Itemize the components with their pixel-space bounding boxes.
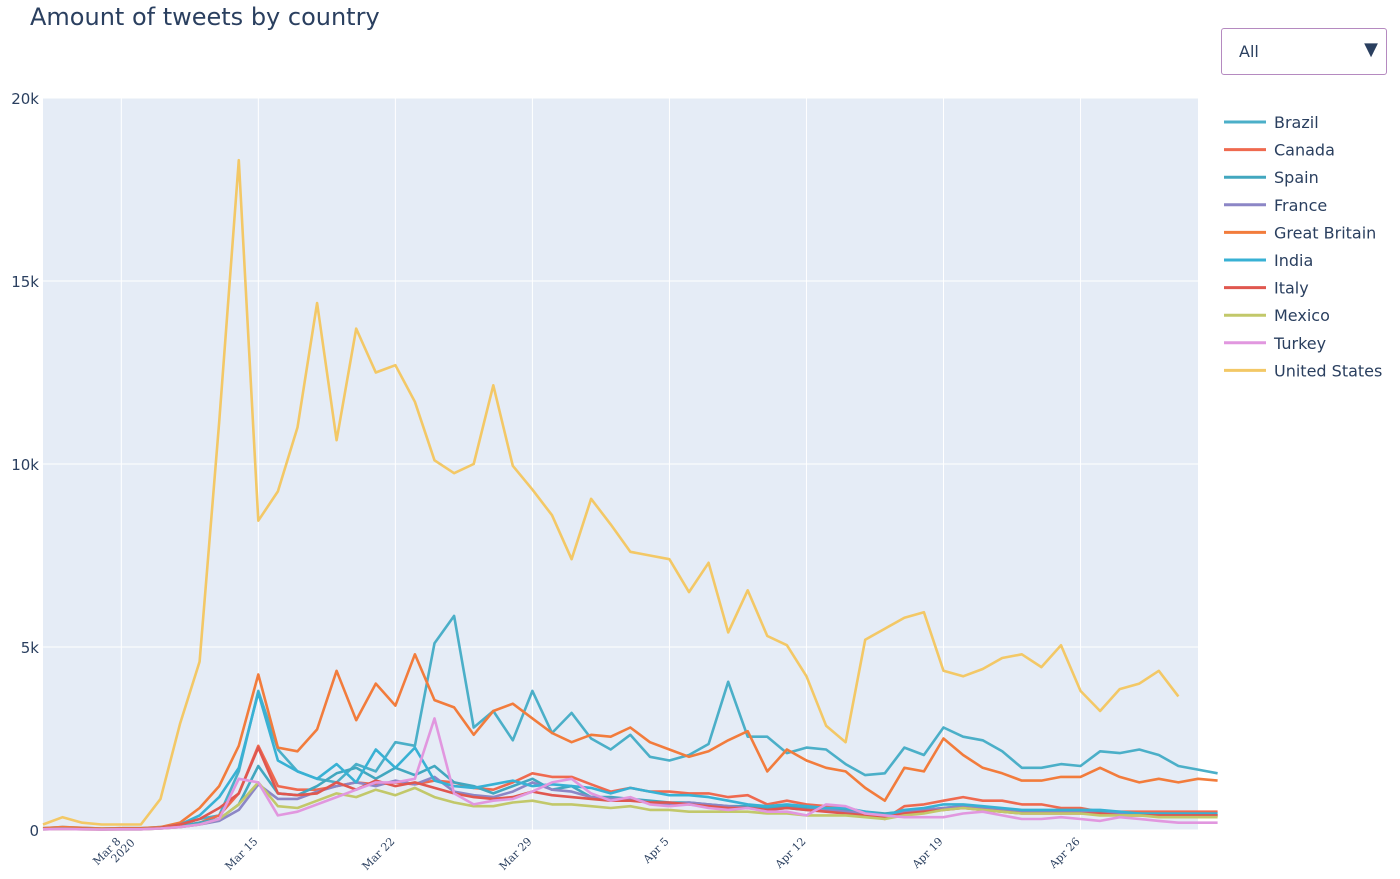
legend-label: Mexico [1274, 306, 1330, 325]
legend-item[interactable]: Spain [1224, 168, 1319, 187]
series-line-france[interactable] [42, 775, 1218, 831]
legend-label: Great Britain [1274, 223, 1376, 242]
x-tick-label: Apr 19 [909, 835, 946, 872]
x-tick-label: Apr 5 [640, 835, 672, 867]
y-tick-label: 20k [11, 90, 39, 108]
legend-item[interactable]: Mexico [1224, 306, 1330, 325]
dropdown-selected-value: All [1239, 42, 1259, 61]
x-tick-label: Mar 15 [223, 835, 261, 873]
series-line-brazil[interactable] [42, 614, 1218, 830]
y-tick-label: 5k [21, 639, 40, 657]
x-tick: Apr 12 [772, 835, 809, 872]
x-tick: Apr 19 [909, 835, 946, 872]
series-line-mexico[interactable] [42, 781, 1218, 831]
legend-item[interactable]: Canada [1224, 141, 1335, 160]
x-tick: Mar 15 [223, 835, 261, 873]
legend-item[interactable]: Brazil [1224, 113, 1319, 132]
legend-label: United States [1274, 361, 1382, 380]
y-tick-label: 0 [29, 822, 39, 840]
grid [43, 97, 1198, 831]
legend-item[interactable]: India [1224, 251, 1313, 270]
legend-item[interactable]: Great Britain [1224, 223, 1376, 242]
legend-item[interactable]: United States [1224, 361, 1382, 380]
legend-label: Italy [1274, 279, 1309, 298]
chevron-down-icon: ▼ [1364, 39, 1378, 60]
x-tick: Apr 5 [640, 835, 672, 867]
legend[interactable]: Brazil Canada Spain France Great Britain Indi… [1224, 113, 1382, 380]
series-line-united-states[interactable] [42, 158, 1180, 826]
x-tick-label: Mar 22 [360, 835, 398, 873]
legend-item[interactable]: France [1224, 196, 1327, 215]
legend-item[interactable]: Turkey [1224, 334, 1326, 353]
country-filter-dropdown[interactable]: All ▼ [1221, 28, 1387, 75]
x-tick-label: Apr 26 [1046, 835, 1083, 872]
x-tick: Apr 26 [1046, 835, 1083, 872]
legend-label: Turkey [1273, 334, 1326, 353]
legend-label: India [1274, 251, 1313, 270]
series-line-india[interactable] [42, 691, 1218, 831]
x-tick-label: Mar 29 [497, 835, 535, 873]
y-tick-label: 10k [11, 456, 39, 474]
series-line-turkey[interactable] [42, 717, 1218, 831]
legend-label: Spain [1274, 168, 1319, 187]
legend-item[interactable]: Italy [1224, 279, 1309, 298]
legend-label: Canada [1274, 141, 1335, 160]
legend-label: France [1274, 196, 1327, 215]
y-tick-label: 15k [11, 273, 39, 291]
chart-title: Amount of tweets by country [30, 3, 380, 31]
x-tick: Mar 22 [360, 835, 398, 873]
x-tick-label: Apr 12 [772, 835, 809, 872]
legend-label: Brazil [1274, 113, 1319, 132]
series-line-great-britain[interactable] [42, 653, 1218, 830]
series-lines [42, 158, 1218, 831]
x-tick: Mar 29 [497, 835, 535, 873]
